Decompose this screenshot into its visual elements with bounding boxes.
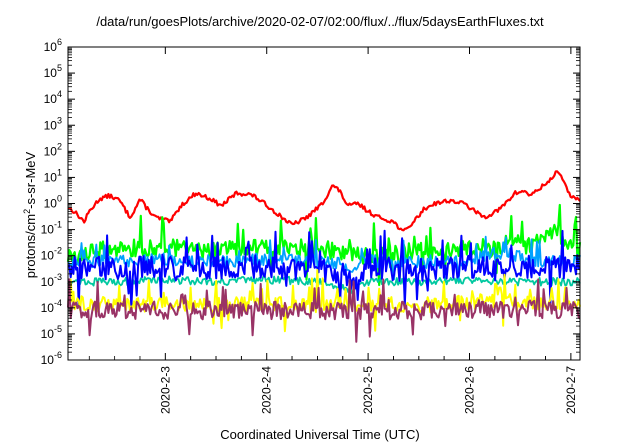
x-tick-label: 2020-2-6 bbox=[462, 366, 476, 414]
y-tick-label: 10-1 bbox=[41, 220, 62, 237]
y-tick-label: 10-3 bbox=[41, 272, 62, 289]
series-line-1 bbox=[66, 203, 582, 287]
series-line-0 bbox=[68, 170, 581, 232]
y-tick-label: 106 bbox=[44, 37, 62, 54]
x-tick-label: 2020-2-5 bbox=[361, 366, 375, 414]
y-tick-label: 10-6 bbox=[41, 350, 62, 367]
series-line-6 bbox=[67, 278, 581, 343]
x-tick-label: 2020-2-3 bbox=[158, 366, 172, 414]
series-layer bbox=[66, 170, 582, 343]
y-tick-label: 10-5 bbox=[41, 324, 62, 341]
x-tick-label: 2020-2-4 bbox=[260, 366, 274, 414]
y-tick-label: 103 bbox=[44, 115, 62, 132]
y-tick-label: 102 bbox=[44, 141, 62, 158]
y-tick-label: 105 bbox=[44, 63, 62, 80]
x-axis-label: Coordinated Universal Time (UTC) bbox=[220, 427, 420, 442]
chart-title: /data/run/goesPlots/archive/2020-02-07/0… bbox=[96, 14, 544, 29]
y-tick-label: 100 bbox=[44, 194, 62, 211]
y-tick-label: 104 bbox=[44, 89, 62, 106]
series-line-4 bbox=[67, 229, 581, 310]
series-line-5 bbox=[67, 269, 581, 333]
y-tick-label: 10-2 bbox=[41, 246, 62, 263]
y-tick-label: 10-4 bbox=[41, 298, 62, 315]
axes-layer: 106 105 104 103 102 101 100 10-1 10-2 10-3 10-4 10-… bbox=[41, 37, 581, 414]
y-tick-label: 101 bbox=[44, 167, 62, 184]
series-line-3 bbox=[67, 235, 581, 281]
x-tick-label: 2020-2-7 bbox=[564, 366, 578, 414]
